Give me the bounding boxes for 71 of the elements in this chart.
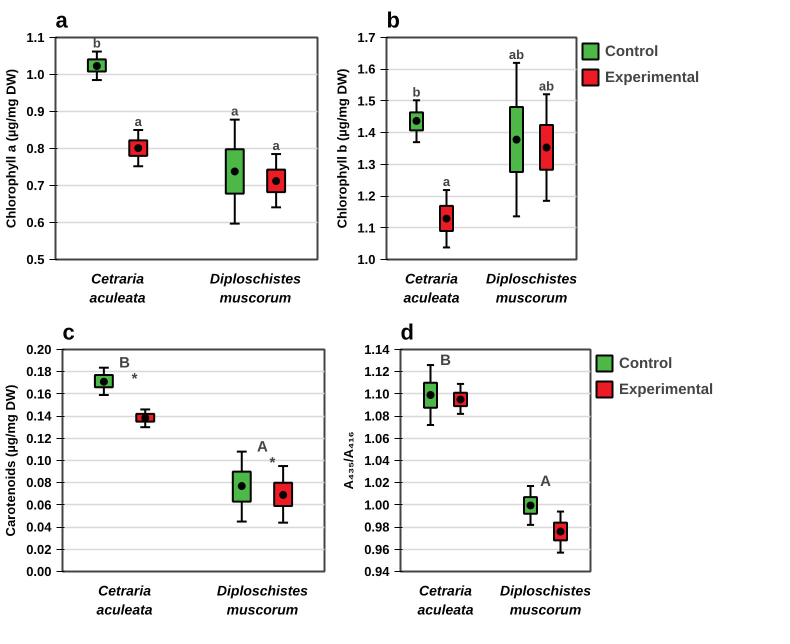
x-tick-label: Diploschistes muscorum: [210, 270, 302, 306]
y-axis-title: Chlorophyll b (µg/mg DW): [334, 68, 350, 228]
y-tick-label: 0.10: [26, 453, 52, 468]
text: b: [412, 84, 420, 100]
y-tick-label: 0.16: [26, 386, 52, 402]
x-tick-label: Diploschistes muscorum: [486, 270, 578, 306]
annotation: A: [257, 438, 268, 456]
y-tick-label: 0.7: [26, 178, 45, 193]
annotation: A: [540, 473, 552, 490]
text: a: [134, 114, 142, 129]
y-tick-label: 0.18: [26, 364, 52, 380]
x-tick-label: Cetraria aculeata: [403, 270, 460, 306]
annotation: *: [270, 454, 276, 472]
y-tick-label: 0.9: [26, 104, 45, 119]
y-tick-label: 0.08: [26, 475, 52, 490]
chart-title: a: [56, 8, 68, 32]
y-tick-label: 1.00: [364, 497, 390, 512]
y-tick-label: 1.1: [357, 220, 376, 236]
y-tick-label: 0.04: [26, 520, 52, 535]
y-tick-label: 1.5: [357, 93, 376, 108]
y-tick-label: 1.0: [357, 252, 376, 267]
y-tick-label: 1.4: [357, 125, 376, 140]
y-tick-label: 0.02: [26, 542, 52, 557]
y-tick-label: 0.98: [364, 520, 390, 535]
text: a: [272, 138, 280, 154]
y-tick-label: 0.12: [26, 430, 52, 446]
y-tick-label: 0.00: [26, 564, 52, 579]
annotation: B: [119, 354, 130, 372]
x-tick-label: Cetraria aculeata: [417, 582, 474, 618]
text: a: [231, 104, 238, 119]
y-tick-label: 1.02: [364, 475, 390, 490]
annotation: *: [132, 370, 138, 388]
y-tick-label: 1.08: [364, 408, 390, 424]
y-tick-label: 1.0: [26, 67, 45, 82]
legend-label: Experimental: [619, 380, 714, 398]
y-tick-label: 1.10: [364, 386, 390, 402]
x-tick-label: Diploschistes muscorum: [216, 582, 308, 618]
y-axis-title: Chlorophyll a (µg/mg DW): [3, 68, 18, 228]
y-tick-label: 0.20: [26, 342, 52, 357]
legend-label: Control: [605, 42, 658, 60]
chart-title: b: [386, 8, 400, 32]
y-tick-label: 0.5: [26, 252, 45, 267]
y-axis-title: Carotenoids (µg/mg DW): [3, 384, 18, 536]
y-tick-label: 0.8: [26, 141, 45, 156]
y-tick-label: 1.6: [357, 62, 376, 77]
legend-label: Control: [619, 354, 672, 372]
y-tick-label: 1.7: [357, 30, 376, 45]
text: ab: [508, 46, 524, 62]
y-axis-title: A₄₃₅/A₄₁₆: [341, 431, 356, 490]
chart-title: d: [400, 320, 414, 344]
y-tick-label: 1.14: [364, 342, 390, 357]
y-tick-label: 0.06: [26, 497, 52, 512]
y-tick-label: 1.3: [357, 156, 376, 172]
y-tick-label: 0.94: [364, 564, 390, 579]
y-tick-label: 0.14: [26, 408, 52, 424]
annotation: B: [440, 352, 452, 370]
x-tick-label: Cetraria aculeata: [90, 270, 146, 306]
text: b: [92, 36, 101, 51]
y-tick-label: 1.2: [357, 188, 376, 204]
y-tick-label: 0.96: [364, 542, 390, 557]
text: ab: [538, 78, 554, 94]
y-tick-label: 1.1: [26, 30, 45, 45]
y-tick-label: 1.04: [364, 453, 390, 468]
x-tick-label: Cetraria aculeata: [96, 582, 153, 618]
chart-title: c: [62, 320, 75, 344]
y-tick-label: 1.12: [364, 364, 390, 380]
y-tick-label: 0.6: [26, 215, 45, 230]
y-tick-label: 1.06: [364, 430, 390, 446]
x-tick-label: Diploschistes muscorum: [500, 582, 592, 618]
legend-label: Experimental: [605, 68, 700, 86]
text: a: [442, 174, 450, 190]
